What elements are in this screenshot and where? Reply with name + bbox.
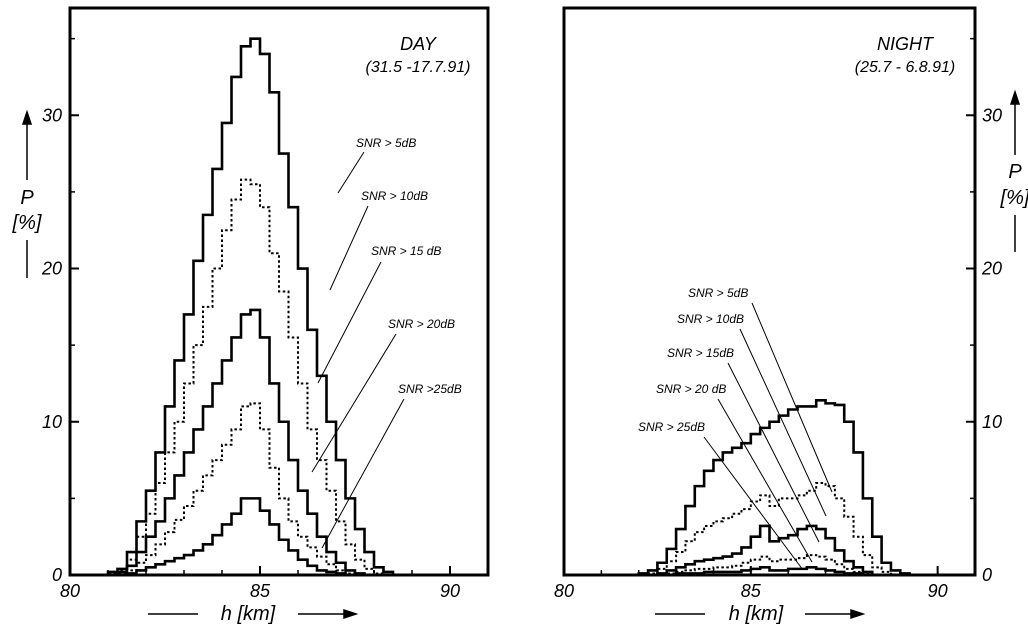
day-leader-line-4: [311, 333, 397, 473]
night-xlabel-arrowhead: [850, 608, 866, 620]
night-series-5: [564, 566, 975, 577]
night-xtick-label: 90: [928, 581, 948, 601]
day-annotation-snr15: SNR > 15 dB: [371, 244, 441, 258]
night-xtick-label: 80: [554, 581, 574, 601]
night-leader-line-2: [739, 328, 827, 517]
night-ytick-label: 0: [982, 565, 992, 585]
day-series-4: [70, 402, 488, 576]
day-leader-line-5: [321, 398, 405, 549]
day-labels: DAY (31.5 -17.7.91) SNR > 5dB SNR > 10dB…: [12, 34, 471, 625]
night-axis-arrows: [655, 89, 1021, 620]
night-yunit: [%]: [1000, 187, 1028, 209]
day-ticks: 80 85 90 0 10 20 30: [41, 37, 489, 601]
night-leader-line-3: [727, 362, 820, 543]
night-plot-frame: [562, 6, 977, 577]
day-annotation-snr10: SNR > 10dB: [361, 189, 428, 203]
day-series-1: [70, 37, 488, 577]
night-ylabel-arrowhead: [1009, 89, 1021, 105]
day-plot-frame: [68, 6, 490, 577]
day-panel: 80 85 90 0 10 20 30 DAY (31.5 -17.7.91) SNR > …: [12, 6, 490, 625]
night-series-4: [564, 554, 975, 576]
night-series-1: [564, 399, 975, 577]
night-leader-line-5: [703, 436, 804, 571]
day-annotation-snr25: SNR >25dB: [398, 382, 462, 396]
day-series-3: [70, 308, 488, 577]
night-title: NIGHT: [877, 34, 935, 54]
day-ylabel: P: [20, 187, 34, 209]
day-xlabel: h [km]: [221, 603, 276, 625]
day-annotation-snr20: SNR > 20dB: [388, 317, 455, 331]
night-series-3: [564, 524, 975, 577]
day-ytick-label: 20: [41, 259, 62, 279]
day-yunit: [%]: [12, 212, 42, 234]
day-ytick-label: 30: [42, 105, 62, 125]
night-ytick-label: 20: [981, 259, 1002, 279]
day-ytick-label: 0: [52, 565, 62, 585]
day-series-5: [70, 497, 488, 577]
day-xtick-label: 85: [250, 581, 271, 601]
night-labels: NIGHT (25.7 - 6.8.91) SNR > 5dB SNR > 10…: [638, 34, 1028, 625]
night-ytick-label: 10: [982, 412, 1002, 432]
night-leader-line-1: [751, 302, 833, 493]
day-xlabel-arrowhead: [343, 608, 359, 620]
night-series: [564, 399, 975, 577]
night-ticks: 80 85 90 0 10 20 30: [554, 37, 1002, 601]
night-xtick-label: 85: [741, 581, 762, 601]
night-series-2: [564, 482, 975, 576]
day-series: [70, 37, 488, 577]
night-subtitle: (25.7 - 6.8.91): [855, 59, 956, 76]
night-ytick-label: 30: [982, 105, 1002, 125]
night-annotation-snr15: SNR > 15dB: [667, 346, 734, 360]
day-leader-line-3: [317, 261, 382, 384]
night-leader-lines: [703, 302, 833, 571]
day-ylabel-arrowhead: [21, 109, 33, 125]
night-annotation-snr20: SNR > 20 dB: [656, 382, 726, 396]
night-annotation-snr5: SNR > 5dB: [688, 286, 748, 300]
night-leader-line-4: [717, 398, 813, 563]
day-leader-line-1: [337, 151, 365, 194]
day-xtick-label: 90: [440, 581, 460, 601]
night-panel: 80 85 90 0 10 20 30 NIGHT (25.7 - 6.8.91) SNR …: [554, 6, 1028, 625]
day-leader-lines: [311, 151, 405, 549]
day-axis-arrows: [21, 109, 359, 620]
day-leader-line-2: [329, 205, 369, 291]
day-title: DAY: [400, 34, 438, 54]
day-annotation-snr5: SNR > 5dB: [356, 136, 416, 150]
night-annotation-snr10: SNR > 10dB: [677, 312, 744, 326]
day-subtitle: (31.5 -17.7.91): [366, 59, 471, 76]
night-ylabel: P: [1008, 161, 1022, 183]
night-annotation-snr25: SNR > 25dB: [638, 420, 705, 434]
day-ytick-label: 10: [42, 412, 62, 432]
day-xtick-label: 80: [60, 581, 80, 601]
day-series-2: [70, 178, 488, 576]
night-xlabel: h [km]: [729, 603, 784, 625]
